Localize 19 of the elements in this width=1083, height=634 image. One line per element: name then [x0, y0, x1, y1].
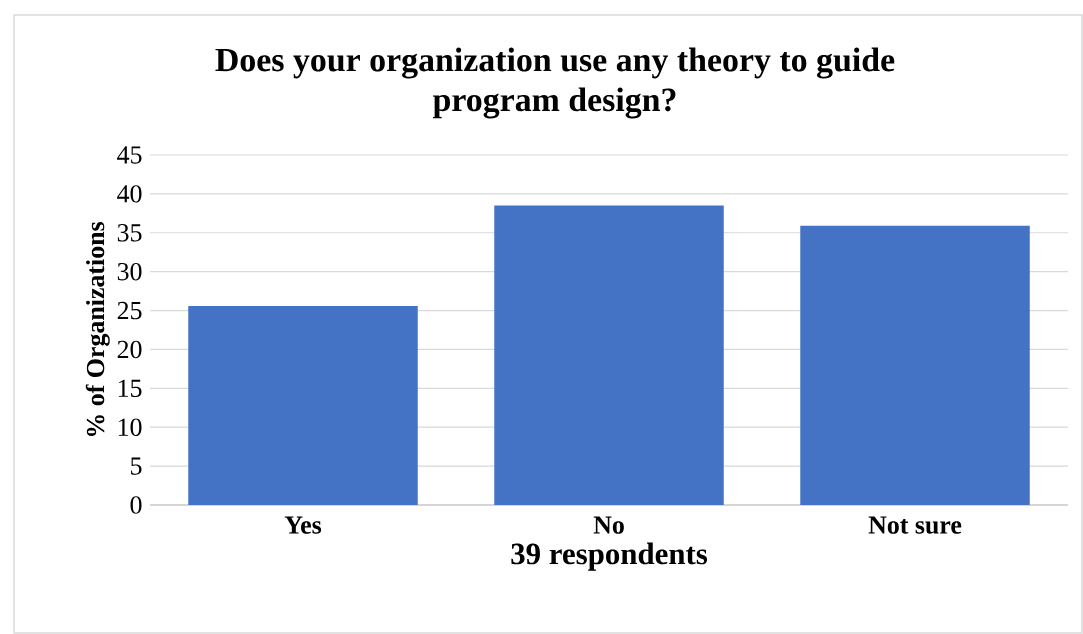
bar	[494, 205, 724, 505]
y-tick-label: 40	[117, 185, 142, 203]
y-tick-label: 5	[131, 457, 142, 475]
bar	[800, 225, 1030, 505]
y-axis-title: % of Organizations	[85, 221, 110, 436]
x-tick-label: Not sure	[868, 516, 962, 534]
y-tick-label: 45	[117, 146, 142, 164]
y-tick-label: 0	[130, 496, 142, 514]
y-tick-label: 35	[117, 224, 142, 242]
x-tick-label: Yes	[284, 516, 322, 534]
y-tick-label: 30	[117, 262, 142, 281]
chart-title: Does your organization use any theory to guide program design?	[215, 47, 895, 119]
x-axis-title: 39 respondents	[511, 542, 708, 571]
y-tick-label: 20	[117, 340, 142, 359]
y-tick-label: 15	[118, 379, 142, 397]
x-tick-label: No	[593, 516, 624, 534]
bar	[188, 305, 418, 505]
y-tick-label: 25	[117, 301, 142, 320]
y-tick-label: 10	[118, 418, 142, 436]
